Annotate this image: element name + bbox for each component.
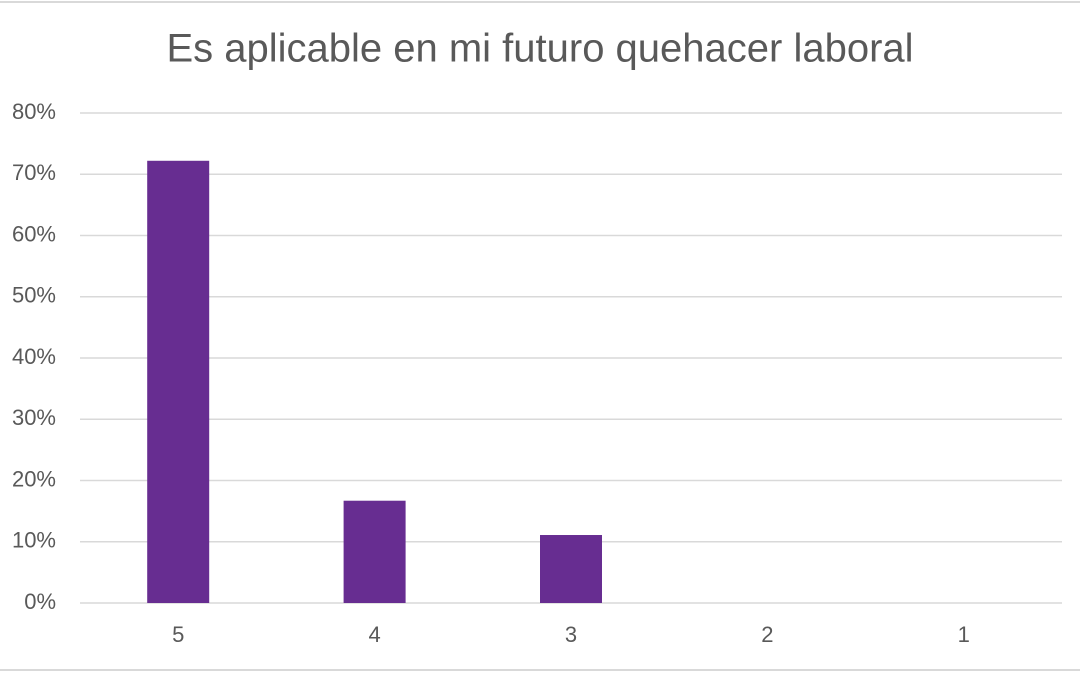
x-tick-label: 2 xyxy=(761,622,773,647)
x-tick-label: 3 xyxy=(565,622,577,647)
x-tick-label: 5 xyxy=(172,622,184,647)
y-tick-label: 20% xyxy=(12,466,56,491)
y-tick-label: 40% xyxy=(12,344,56,369)
y-tick-label: 30% xyxy=(12,405,56,430)
x-tick-label: 1 xyxy=(958,622,970,647)
bar xyxy=(147,160,210,603)
y-tick-label: 70% xyxy=(12,160,56,185)
y-tick-label: 0% xyxy=(24,589,56,614)
chart-title: Es aplicable en mi futuro quehacer labor… xyxy=(166,27,913,71)
bar xyxy=(343,500,406,603)
y-tick-label: 50% xyxy=(12,283,56,308)
y-tick-label: 60% xyxy=(12,221,56,246)
y-tick-label: 80% xyxy=(12,99,56,124)
y-tick-label: 10% xyxy=(12,528,56,553)
x-tick-label: 4 xyxy=(368,622,380,647)
bar xyxy=(540,535,602,603)
